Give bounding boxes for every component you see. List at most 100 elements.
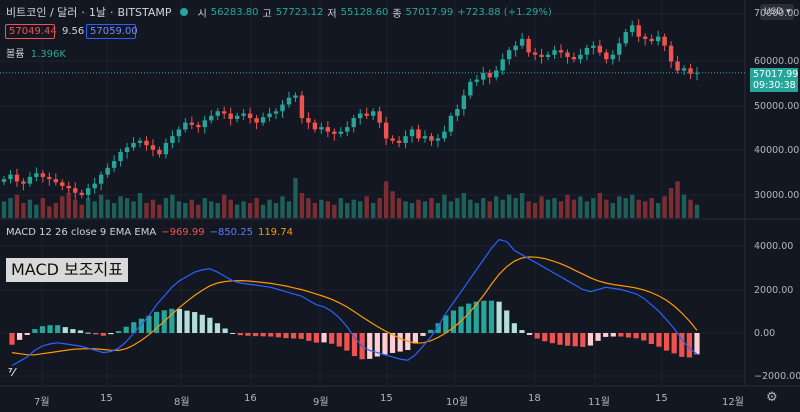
volume-bar: [655, 203, 661, 218]
candle-body: [338, 131, 343, 134]
macd-histogram-bar: [184, 310, 190, 333]
candle-body: [442, 131, 447, 139]
candle-body: [552, 50, 557, 55]
candle-body: [228, 113, 233, 119]
candle-body: [591, 45, 596, 48]
chevron-down-icon: ▾: [786, 7, 791, 17]
volume-bar: [545, 199, 551, 218]
macd-histogram-bar: [526, 333, 533, 335]
macd-histogram-bar: [131, 322, 137, 333]
candle-body: [474, 79, 479, 82]
volume-bar: [319, 199, 324, 218]
macd-histogram-bar: [557, 333, 563, 345]
candle-body: [40, 173, 46, 177]
symbol-interval[interactable]: 1날: [88, 6, 107, 19]
volume-bar: [280, 196, 285, 218]
macd-histogram-bar: [291, 333, 297, 339]
macd-histogram-bar: [32, 329, 38, 333]
currency-selector[interactable]: USD ▾: [760, 4, 794, 20]
macd-histogram-bar: [389, 333, 396, 353]
macd-histogram-bar: [542, 333, 548, 342]
candle-body: [370, 111, 376, 116]
candle-body: [260, 117, 266, 123]
candle-body: [189, 122, 195, 125]
macd-histogram-bar: [397, 333, 403, 352]
macd-histogram-bar: [450, 310, 457, 333]
candle-body: [429, 136, 434, 141]
open-value: 56283.80: [210, 6, 259, 18]
macd-line: [11, 238, 698, 367]
volume-bar: [21, 203, 26, 218]
volume-bar: [157, 204, 162, 218]
macd-histogram-bar: [77, 330, 84, 333]
volume-bar: [234, 204, 240, 218]
candle-body: [455, 109, 460, 116]
macd-histogram-bar: [260, 333, 266, 337]
macd-label[interactable]: MACD 12 26 close 9 EMA EMA: [6, 227, 157, 238]
macd-signal-value: 119.74: [257, 227, 293, 238]
macd-histogram-bar: [610, 333, 616, 337]
candle-body: [513, 45, 518, 51]
volume-bar: [118, 196, 123, 218]
volume-bar: [345, 203, 350, 218]
symbol-name[interactable]: 비트코인 / 달러: [6, 6, 78, 19]
candle-body: [435, 138, 441, 141]
symbol-separator: ·: [81, 5, 85, 19]
signal-line: [11, 256, 698, 356]
macd-histogram-bar: [9, 333, 15, 345]
volume-bar: [623, 198, 628, 218]
candle-body: [409, 129, 415, 137]
volume-bar: [105, 199, 110, 218]
symbol-separator-2: ·: [110, 5, 114, 19]
volume-bar: [267, 199, 272, 218]
macd-histogram-bar: [656, 333, 662, 347]
macd-histogram-bar: [686, 333, 692, 358]
volume-bar: [34, 204, 39, 218]
time-tick: 10월: [446, 397, 468, 408]
macd-histogram-bar: [580, 333, 586, 347]
volume-bar: [73, 199, 78, 218]
gear-icon[interactable]: ⚙: [766, 390, 778, 405]
macd-histogram-bar: [671, 333, 677, 354]
macd-histogram-bar: [275, 333, 281, 338]
volume-bar: [85, 198, 91, 218]
bid-price-button[interactable]: 57049.44: [5, 24, 57, 39]
macd-histogram-bar: [123, 326, 129, 333]
volume-bar: [176, 201, 182, 218]
candle-body: [144, 140, 149, 146]
ask-price-button[interactable]: 57059.00: [86, 24, 138, 39]
macd-histogram-bar: [230, 333, 236, 334]
volume-bar: [299, 193, 305, 218]
candle-body: [604, 52, 609, 60]
candle-body: [390, 138, 395, 141]
candle-body: [416, 129, 421, 139]
candle-body: [21, 181, 26, 184]
volume-bar: [584, 201, 590, 218]
macd-histogram-bar: [496, 301, 502, 333]
volume-bar: [571, 199, 577, 218]
macd-histogram-bar: [24, 333, 30, 335]
volume-bar: [487, 201, 492, 218]
macd-histogram-bar: [458, 306, 464, 333]
macd-histogram-bar: [85, 332, 91, 334]
candle-body: [519, 38, 525, 46]
volume-bar: [630, 194, 635, 218]
volume-bar: [137, 193, 143, 218]
bar-countdown: 09:30:38: [753, 80, 796, 91]
candle-body: [66, 185, 71, 189]
volume-bar: [396, 198, 402, 218]
time-tick: 7월: [34, 397, 50, 408]
macd-histogram-bar: [428, 329, 434, 333]
candle-body: [137, 140, 143, 143]
candle-body: [92, 183, 97, 189]
volume-bar: [144, 203, 149, 218]
tradingview-logo-icon[interactable]: ⁷⁄: [8, 366, 15, 379]
macd-histogram-bar: [641, 333, 647, 341]
volume-bar: [66, 193, 71, 218]
macd-histogram-bar: [504, 310, 510, 333]
macd-histogram-bar: [199, 314, 205, 333]
time-tick: 12월: [722, 397, 744, 408]
candle-body: [630, 25, 635, 33]
volume-bar: [468, 199, 473, 218]
